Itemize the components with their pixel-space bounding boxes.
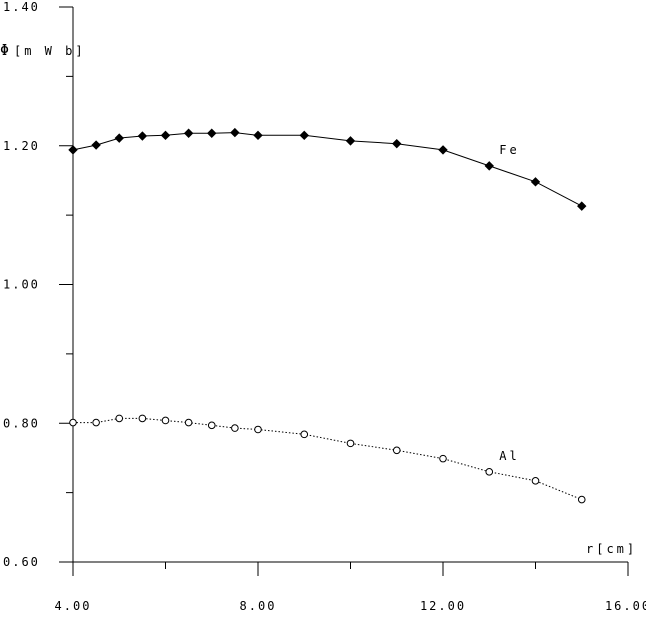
data-point-fe bbox=[253, 130, 263, 141]
data-point-fe bbox=[160, 130, 171, 141]
data-point-al bbox=[207, 421, 216, 430]
series-label-al: Al bbox=[499, 449, 519, 463]
data-point-fe bbox=[91, 140, 101, 150]
data-point-fe bbox=[438, 145, 448, 155]
y-tick-label: 1.20 bbox=[3, 139, 40, 153]
data-point-fe bbox=[137, 131, 148, 141]
y-tick-label: 1.40 bbox=[3, 0, 40, 14]
data-point-fe bbox=[299, 130, 309, 141]
x-tick-label: 8.00 bbox=[240, 599, 277, 613]
data-point-fe bbox=[530, 177, 541, 187]
y-axis-symbol: Φ bbox=[0, 41, 9, 59]
data-point-fe bbox=[68, 145, 78, 155]
data-point-fe bbox=[392, 138, 402, 149]
data-point-al bbox=[231, 424, 239, 432]
data-point-al bbox=[577, 495, 586, 504]
x-tick-label: 4.00 bbox=[55, 599, 92, 613]
data-point-fe bbox=[230, 127, 240, 138]
x-tick-label: 16.00 bbox=[605, 599, 646, 613]
data-point-al bbox=[69, 418, 77, 427]
data-point-al bbox=[115, 414, 124, 423]
data-point-al bbox=[531, 477, 540, 485]
axes: 4.00 8.00 12.00 16.00 0.60 0.80 1.00 1.20 1.40 bbox=[3, 0, 646, 613]
series-label-fe: Fe bbox=[499, 143, 519, 157]
x-tick-label: 12.00 bbox=[420, 599, 466, 613]
data-point-fe bbox=[484, 161, 494, 171]
data-point-al bbox=[485, 468, 494, 476]
data-point-fe bbox=[345, 136, 356, 146]
data-point-al bbox=[92, 418, 100, 427]
series-line-fe bbox=[72, 132, 583, 207]
y-axis-unit: [m W b] bbox=[14, 44, 86, 58]
data-point-al bbox=[346, 439, 355, 448]
data-point-al bbox=[392, 446, 401, 455]
labels-layer: Φ [m W b] r[cm] bbox=[0, 41, 637, 556]
y-tick-label: 0.80 bbox=[3, 416, 40, 430]
y-tick-label: 1.00 bbox=[3, 278, 40, 292]
data-point-al bbox=[300, 430, 309, 439]
data-point-fe bbox=[183, 128, 194, 138]
data-point-al bbox=[439, 454, 447, 463]
data-point-fe bbox=[114, 133, 124, 143]
series-layer: Fe Al bbox=[68, 127, 587, 504]
x-axis-label: r[cm] bbox=[586, 542, 637, 556]
data-point-al bbox=[138, 414, 147, 423]
data-point-al bbox=[184, 418, 193, 427]
y-tick-label: 0.60 bbox=[3, 555, 40, 569]
data-point-al bbox=[254, 425, 262, 434]
data-point-fe bbox=[207, 128, 217, 138]
data-point-al bbox=[161, 416, 170, 425]
data-point-fe bbox=[577, 201, 587, 211]
